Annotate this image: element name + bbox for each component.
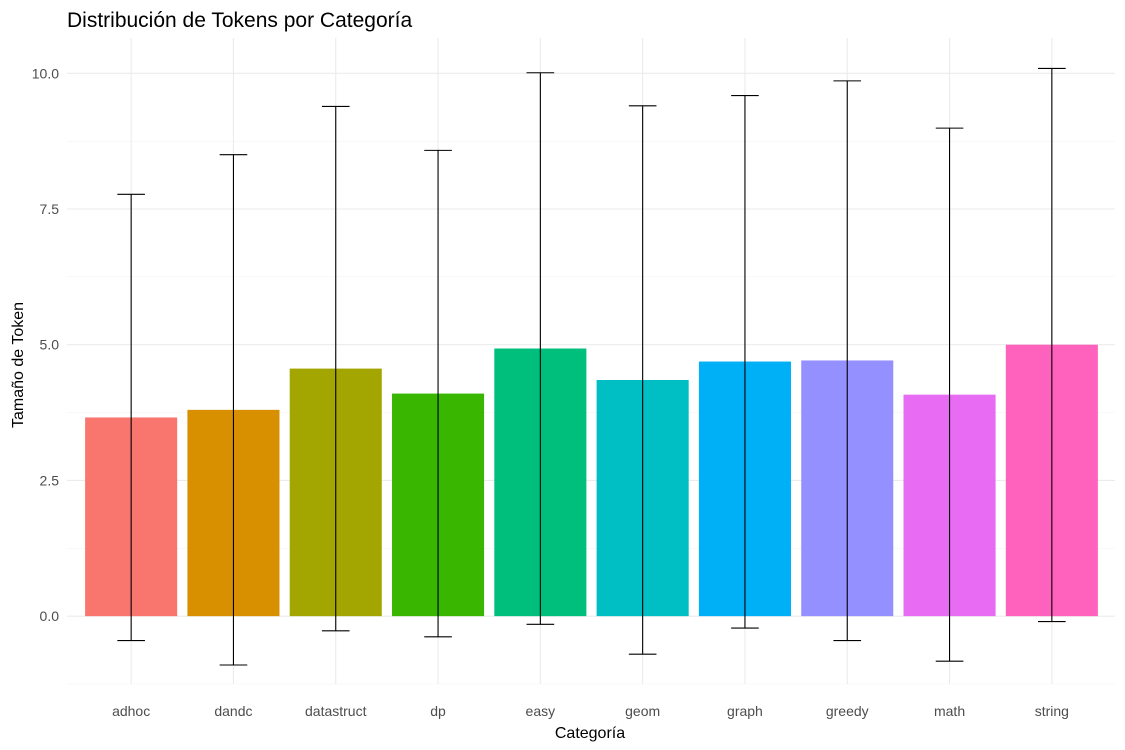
x-tick-label-easy: easy — [526, 703, 556, 719]
x-tick-label-string: string — [1035, 703, 1069, 719]
chart-title: Distribución de Tokens por Categoría — [67, 9, 412, 32]
y-tick-label: 0.0 — [40, 608, 60, 624]
y-tick-label: 7.5 — [40, 201, 60, 217]
x-tick-label-adhoc: adhoc — [112, 703, 150, 719]
y-tick-label: 5.0 — [40, 337, 60, 353]
x-axis-title: Categoría — [555, 725, 625, 742]
error-bars — [117, 67, 1066, 666]
x-tick-label-dandc: dandc — [214, 703, 252, 719]
x-tick-label-greedy: greedy — [826, 703, 869, 719]
x-tick-label-dp: dp — [430, 703, 446, 719]
y-tick-label: 2.5 — [40, 472, 60, 488]
x-axis-ticks: adhoc dandc datastruct dp easy geom graph greed… — [112, 703, 1069, 719]
x-tick-label-datastruct: datastruct — [305, 703, 367, 719]
y-axis-title: Tamaño de Token — [10, 302, 27, 428]
x-tick-label-math: math — [934, 703, 965, 719]
x-tick-label-geom: geom — [625, 703, 660, 719]
x-tick-label-graph: graph — [727, 703, 763, 719]
y-axis-ticks: 0.0 2.5 5.0 7.5 10.0 — [32, 65, 59, 624]
y-tick-label: 10.0 — [32, 65, 59, 81]
